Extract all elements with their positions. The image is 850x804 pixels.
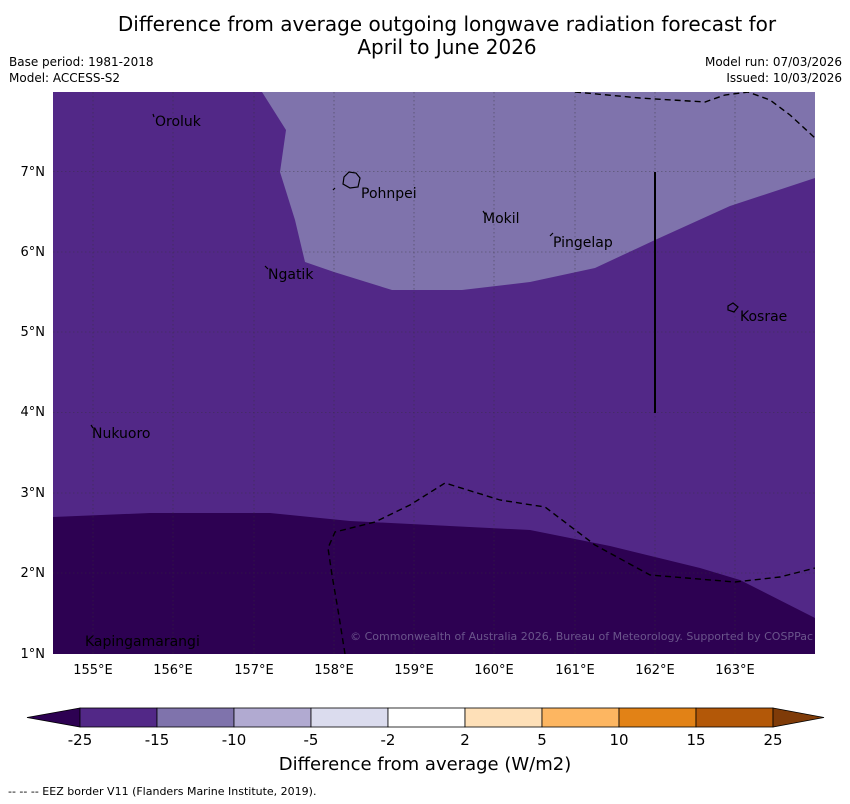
place-label-pohnpei: Pohnpei: [361, 186, 417, 202]
pohnpei-island-outline: [342, 171, 361, 189]
colorbar-swatch: [310, 707, 389, 728]
colorbar-tick-label: 10: [609, 731, 628, 749]
colorbar-tick-label: 25: [763, 731, 782, 749]
colorbar-tick-label: -10: [222, 731, 247, 749]
nukuoro-marker: [90, 424, 94, 429]
lat-label: 3°N: [21, 486, 46, 501]
colorbar-tick-label: -2: [381, 731, 396, 749]
colorbar-swatch: [541, 707, 620, 728]
colorbar-tick-label: 5: [537, 731, 547, 749]
kosrae-island-outline: [727, 302, 739, 313]
colorbar-tick-label: -15: [145, 731, 170, 749]
place-labels: Oroluk Pohnpei Mokil Pingelap Ngatik Kos…: [85, 114, 787, 650]
colorbar-tick-label: 2: [460, 731, 470, 749]
oroluk-marker: [152, 113, 155, 118]
lon-label: 163°E: [715, 663, 755, 678]
pingelap-marker: [549, 232, 554, 237]
lon-label: 160°E: [474, 663, 514, 678]
metadata-left: Base period: 1981-2018 Model: ACCESS-S2: [9, 54, 154, 86]
lon-label: 159°E: [394, 663, 434, 678]
place-label-kosrae: Kosrae: [740, 309, 787, 325]
colorbar-tick-label: -5: [304, 731, 319, 749]
place-label-kapingamarangi: Kapingamarangi: [85, 634, 200, 650]
lon-label: 155°E: [73, 663, 113, 678]
place-label-nukuoro: Nukuoro: [92, 426, 150, 442]
colorbar-swatch: [387, 707, 466, 728]
lat-label: 4°N: [21, 405, 46, 420]
base-period: Base period: 1981-2018: [9, 55, 154, 69]
colorbar-tick-label: -25: [68, 731, 93, 749]
eez-legend-note: -- -- -- EEZ border V11 (Flanders Marine…: [8, 785, 317, 798]
lat-label: 1°N: [21, 647, 46, 662]
ant-atoll-outline: [332, 187, 336, 191]
lat-label: 7°N: [21, 165, 46, 180]
longitude-labels: 155°E 156°E 157°E 158°E 159°E 160°E 161°E 162°E…: [73, 663, 755, 678]
lat-label: 5°N: [21, 325, 46, 340]
anomaly-region-minus10: [262, 92, 815, 290]
mokil-marker: [482, 210, 486, 215]
place-label-pingelap: Pingelap: [553, 235, 613, 251]
lat-label: 2°N: [21, 566, 46, 581]
place-label-mokil: Mokil: [483, 211, 520, 227]
colorbar-tick-label: 15: [686, 731, 705, 749]
lat-label: 6°N: [21, 245, 46, 260]
eez-borders: [327, 92, 815, 654]
place-label-ngatik: Ngatik: [268, 267, 314, 283]
colorbar-label: Difference from average (W/m2): [278, 754, 572, 775]
colorbar-extend-high: [772, 707, 825, 728]
metadata-right: Model run: 07/03/2026 Issued: 10/03/2026: [705, 54, 842, 86]
lon-label: 162°E: [635, 663, 675, 678]
copyright-watermark: © Commonwealth of Australia 2026, Bureau…: [350, 630, 813, 643]
lon-label: 161°E: [555, 663, 595, 678]
colorbar-swatch: [464, 707, 543, 728]
issued-date: Issued: 10/03/2026: [726, 71, 842, 85]
anomaly-region-minus25: [53, 513, 815, 654]
latitude-labels: 7°N 6°N 5°N 4°N 3°N 2°N 1°N: [21, 165, 46, 662]
model-name: Model: ACCESS-S2: [9, 71, 121, 85]
place-label-oroluk: Oroluk: [155, 114, 202, 130]
colorbar-swatch: [695, 707, 774, 728]
islands: [90, 113, 739, 429]
colorbar-swatch: [233, 707, 312, 728]
lon-label: 156°E: [153, 663, 193, 678]
lon-label: 157°E: [234, 663, 274, 678]
colorbar-extend-low: [26, 707, 81, 728]
title-line-2: April to June 2026: [357, 35, 537, 59]
colorbar-swatch: [618, 707, 697, 728]
model-run: Model run: 07/03/2026: [704, 55, 842, 69]
title-line-1: Difference from average outgoing longwav…: [117, 12, 777, 36]
colorbar-swatch: [156, 707, 235, 728]
colorbar: -25 -15 -10 -5 -2 2 5 10 15 25: [26, 707, 825, 749]
ngatik-marker: [264, 265, 269, 270]
lon-label: 158°E: [314, 663, 354, 678]
graticule: [53, 92, 815, 654]
map-area: Oroluk Pohnpei Mokil Pingelap Ngatik Kos…: [53, 92, 815, 654]
colorbar-swatch: [79, 707, 158, 728]
map-title: Difference from average outgoing longwav…: [0, 13, 850, 59]
